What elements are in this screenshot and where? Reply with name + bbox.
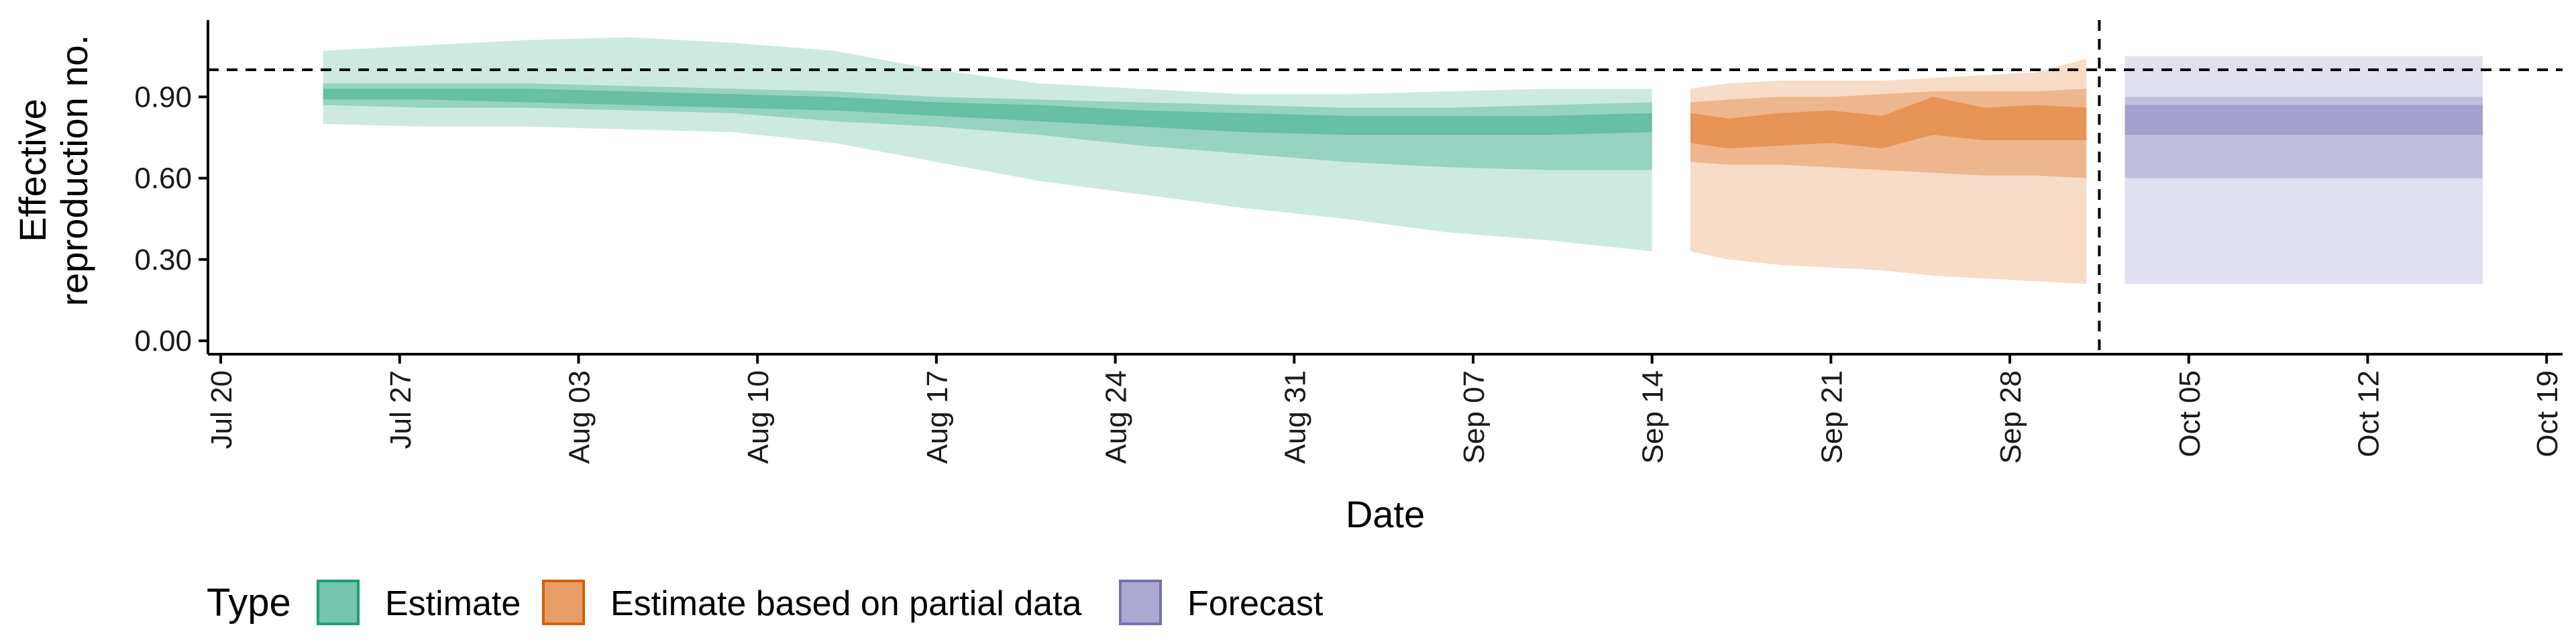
legend-key-estimate-based-on-partial-data [542,580,585,625]
x-tick-label: Oct 05 [2174,370,2206,458]
y-tick-label: 0.90 [134,80,192,113]
legend-label-forecast: Forecast [1187,584,1324,623]
x-tick-label: Oct 19 [2531,370,2564,458]
forecast-ci50-band [2125,97,2483,178]
legend-key-forecast [1119,580,1162,625]
x-tick-label: Jul 27 [384,370,417,449]
legend-label-estimate: Estimate [385,584,521,623]
x-tick-label: Aug 10 [742,370,775,464]
legend-title: Type [207,581,291,625]
estimate-ci20-band [323,89,1652,135]
x-tick-label: Oct 12 [2352,370,2385,458]
legend-label-estimate-based-on-partial-data: Estimate based on partial data [610,584,1082,623]
x-tick-label: Sep 07 [1458,370,1491,464]
y-tick-label: 0.30 [134,244,192,276]
estimate-ci50-band [323,83,1652,170]
y-tick-label: 0.60 [134,162,192,195]
x-tick-label: Aug 17 [921,370,954,464]
x-tick-label: Sep 14 [1637,370,1670,464]
x-tick-label: Aug 31 [1279,370,1311,464]
x-tick-label: Sep 28 [1994,370,2027,464]
legend: Type Estimate Estimate based on partial d… [207,580,1324,625]
forecast-ci90-band [2125,56,2483,284]
legend-key-estimate [317,580,360,625]
estimate-based-on-partial-data-ci20-band [1690,97,2087,149]
y-axis-title-line-2: reproduction no. [53,35,95,307]
x-tick-label: Sep 21 [1815,370,1848,464]
x-ticks: Jul 20 Jul 27 Aug 03 Aug 10 Aug 17 Aug 24 Aug … [205,354,2564,464]
estimate-based-on-partial-data-ci90-band [1690,58,2087,284]
y-ticks: 0.00 0.30 0.60 0.90 [134,80,208,358]
x-tick-label: Aug 24 [1100,370,1133,464]
y-tick-label: 0.00 [134,325,192,358]
bands-layer [323,37,2483,284]
y-axis-title-line-1: Effective [11,99,54,242]
estimate-ci90-band [323,37,1652,252]
legend-items: Estimate Estimate based on partial data Fo… [317,580,1324,625]
x-tick-label: Jul 20 [205,370,238,449]
x-axis-title: Date [1346,493,1425,535]
forecast-ci20-band [2125,105,2483,135]
estimate-based-on-partial-data-ci50-band [1690,89,2087,178]
x-tick-label: Aug 03 [563,370,596,464]
